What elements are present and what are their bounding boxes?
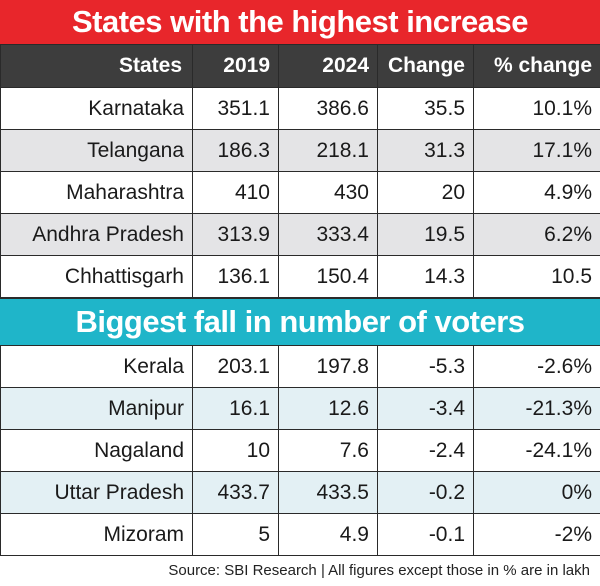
pct-change-cell: 6.2% (473, 213, 600, 256)
column-header-2019: 2019 (192, 44, 279, 88)
table-row: Karnataka 351.1 386.6 35.5 10.1% (0, 87, 600, 130)
column-header-change: Change (377, 44, 474, 88)
change-cell: 31.3 (377, 129, 474, 172)
table-row: Telangana 186.3 218.1 31.3 17.1% (0, 129, 600, 172)
table-row: Kerala 203.1 197.8 -5.3 -2.6% (0, 345, 600, 388)
value-2024-cell: 197.8 (278, 345, 378, 388)
value-2024-cell: 218.1 (278, 129, 378, 172)
table-row: Uttar Pradesh 433.7 433.5 -0.2 0% (0, 471, 600, 514)
section-title: Biggest fall in number of voters (0, 298, 600, 345)
column-header-2024: 2024 (278, 44, 378, 88)
pct-change-cell: -24.1% (473, 429, 600, 472)
value-2024-cell: 7.6 (278, 429, 378, 472)
source-note: Source: SBI Research | All figures excep… (168, 562, 590, 579)
header-row: States 2019 2024 Change % change (0, 44, 600, 88)
value-2019-cell: 136.1 (192, 255, 279, 298)
change-cell: -5.3 (377, 345, 474, 388)
value-2019-cell: 5 (192, 513, 279, 556)
value-2024-cell: 386.6 (278, 87, 378, 130)
state-cell: Mizoram (0, 513, 193, 556)
change-cell: -3.4 (377, 387, 474, 430)
value-2019-cell: 16.1 (192, 387, 279, 430)
fall-table: Kerala 203.1 197.8 -5.3 -2.6% Manipur 16.1 12.6… (0, 345, 600, 556)
change-cell: 14.3 (377, 255, 474, 298)
table-row: Chhattisgarh 136.1 150.4 14.3 10.5 (0, 255, 600, 298)
pct-change-cell: 4.9% (473, 171, 600, 214)
fall-table-body: Kerala 203.1 197.8 -5.3 -2.6% Manipur 16.1 12.6… (0, 345, 600, 556)
change-cell: -0.2 (377, 471, 474, 514)
state-cell: Andhra Pradesh (0, 213, 193, 256)
pct-change-cell: -2.6% (473, 345, 600, 388)
change-cell: 19.5 (377, 213, 474, 256)
value-2019-cell: 203.1 (192, 345, 279, 388)
table-row: Nagaland 10 7.6 -2.4 -24.1% (0, 429, 600, 472)
value-2024-cell: 12.6 (278, 387, 378, 430)
pct-change-cell: 17.1% (473, 129, 600, 172)
table-row: Manipur 16.1 12.6 -3.4 -21.3% (0, 387, 600, 430)
value-2019-cell: 186.3 (192, 129, 279, 172)
pct-change-cell: -2% (473, 513, 600, 556)
chart-title: States with the highest increase (0, 0, 600, 44)
state-cell: Nagaland (0, 429, 193, 472)
table-row: Andhra Pradesh 313.9 333.4 19.5 6.2% (0, 213, 600, 256)
column-header-pct-change: % change (473, 44, 600, 88)
pct-change-cell: 0% (473, 471, 600, 514)
change-cell: 20 (377, 171, 474, 214)
change-cell: -2.4 (377, 429, 474, 472)
change-cell: 35.5 (377, 87, 474, 130)
change-cell: -0.1 (377, 513, 474, 556)
value-2024-cell: 433.5 (278, 471, 378, 514)
pct-change-cell: -21.3% (473, 387, 600, 430)
state-cell: Manipur (0, 387, 193, 430)
value-2019-cell: 433.7 (192, 471, 279, 514)
increase-table-body: Karnataka 351.1 386.6 35.5 10.1% Telangana 186… (0, 87, 600, 298)
value-2019-cell: 351.1 (192, 87, 279, 130)
state-cell: Uttar Pradesh (0, 471, 193, 514)
value-2019-cell: 313.9 (192, 213, 279, 256)
pct-change-cell: 10.1% (473, 87, 600, 130)
state-cell: Maharashtra (0, 171, 193, 214)
column-header-states: States (0, 44, 193, 88)
value-2024-cell: 430 (278, 171, 378, 214)
state-cell: Telangana (0, 129, 193, 172)
state-cell: Kerala (0, 345, 193, 388)
pct-change-cell: 10.5 (473, 255, 600, 298)
value-2024-cell: 150.4 (278, 255, 378, 298)
table-row: Mizoram 5 4.9 -0.1 -2% (0, 513, 600, 556)
value-2024-cell: 4.9 (278, 513, 378, 556)
state-cell: Chhattisgarh (0, 255, 193, 298)
state-cell: Karnataka (0, 87, 193, 130)
increase-table: States 2019 2024 Change % change Karnata… (0, 44, 600, 298)
value-2019-cell: 10 (192, 429, 279, 472)
table-row: Maharashtra 410 430 20 4.9% (0, 171, 600, 214)
value-2024-cell: 333.4 (278, 213, 378, 256)
value-2019-cell: 410 (192, 171, 279, 214)
